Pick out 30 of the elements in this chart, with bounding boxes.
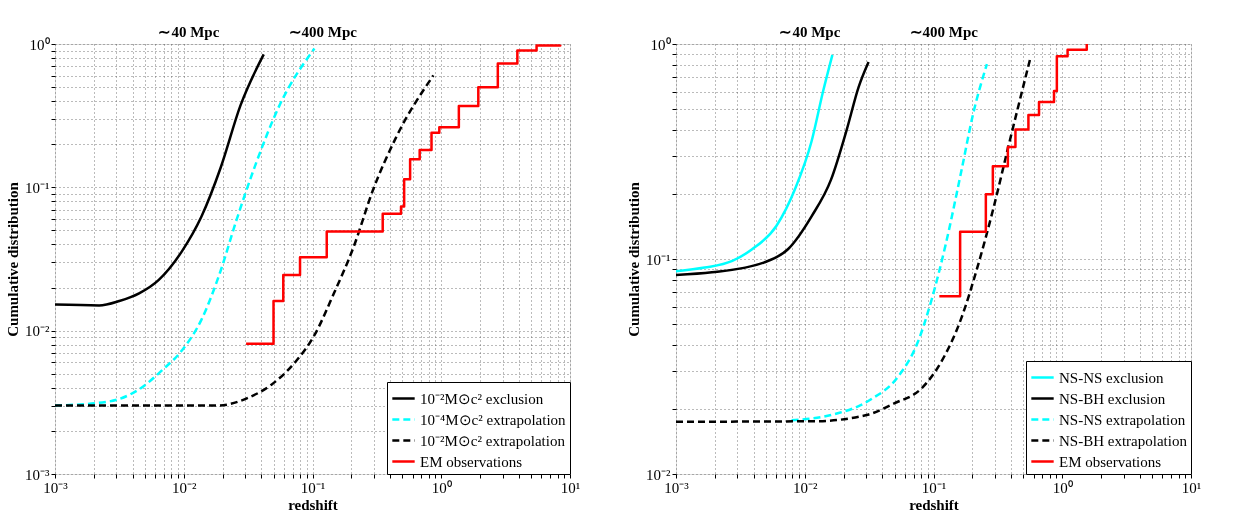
y-tick-label: 10⁰ (650, 36, 671, 53)
x-tick-label: 10⁰ (431, 479, 452, 496)
legend-label: NS-NS exclusion (1059, 369, 1165, 386)
x-axis-title: redshift (288, 496, 338, 513)
x-tick-label: 10¹ (1181, 479, 1202, 496)
y-axis-title: Cumulative distribution (626, 181, 642, 337)
x-tick-label: 10⁻¹ (300, 479, 326, 496)
y-tick-label: 10⁻¹ (25, 179, 50, 196)
legend-label: NS-BH exclusion (1059, 390, 1166, 407)
legend-label: EM observations (420, 453, 523, 470)
legend-label: NS-NS extrapolation (1059, 411, 1186, 428)
y-tick-label: 10⁻¹ (646, 251, 671, 268)
legend-label: EM observations (1059, 453, 1162, 470)
legend-label: 10⁻²M⊙c² exclusion (420, 390, 544, 407)
text: ∼40 Mpc (779, 24, 841, 40)
x-tick-label: 10⁻¹ (921, 479, 947, 496)
x-tick-label: 10¹ (560, 479, 581, 496)
legend-label: 10⁻⁴M⊙c² extrapolation (420, 411, 567, 428)
text: ∼400 Mpc (909, 24, 979, 40)
legend-label: NS-BH extrapolation (1059, 432, 1188, 449)
text: ∼40 Mpc (158, 24, 220, 40)
y-axis-title: Cumulative distribution (5, 181, 21, 337)
text: ∼400 Mpc (288, 24, 358, 40)
x-tick-label: 10⁰ (1052, 479, 1073, 496)
legend-label: 10⁻²M⊙c² extrapolation (420, 432, 566, 449)
x-tick-label: 10⁻² (793, 479, 818, 496)
y-tick-label: 10⁰ (29, 36, 50, 53)
y-tick-label: 10⁻² (25, 323, 50, 340)
x-tick-label: 10⁻² (172, 479, 197, 496)
x-axis-title: redshift (909, 496, 959, 513)
